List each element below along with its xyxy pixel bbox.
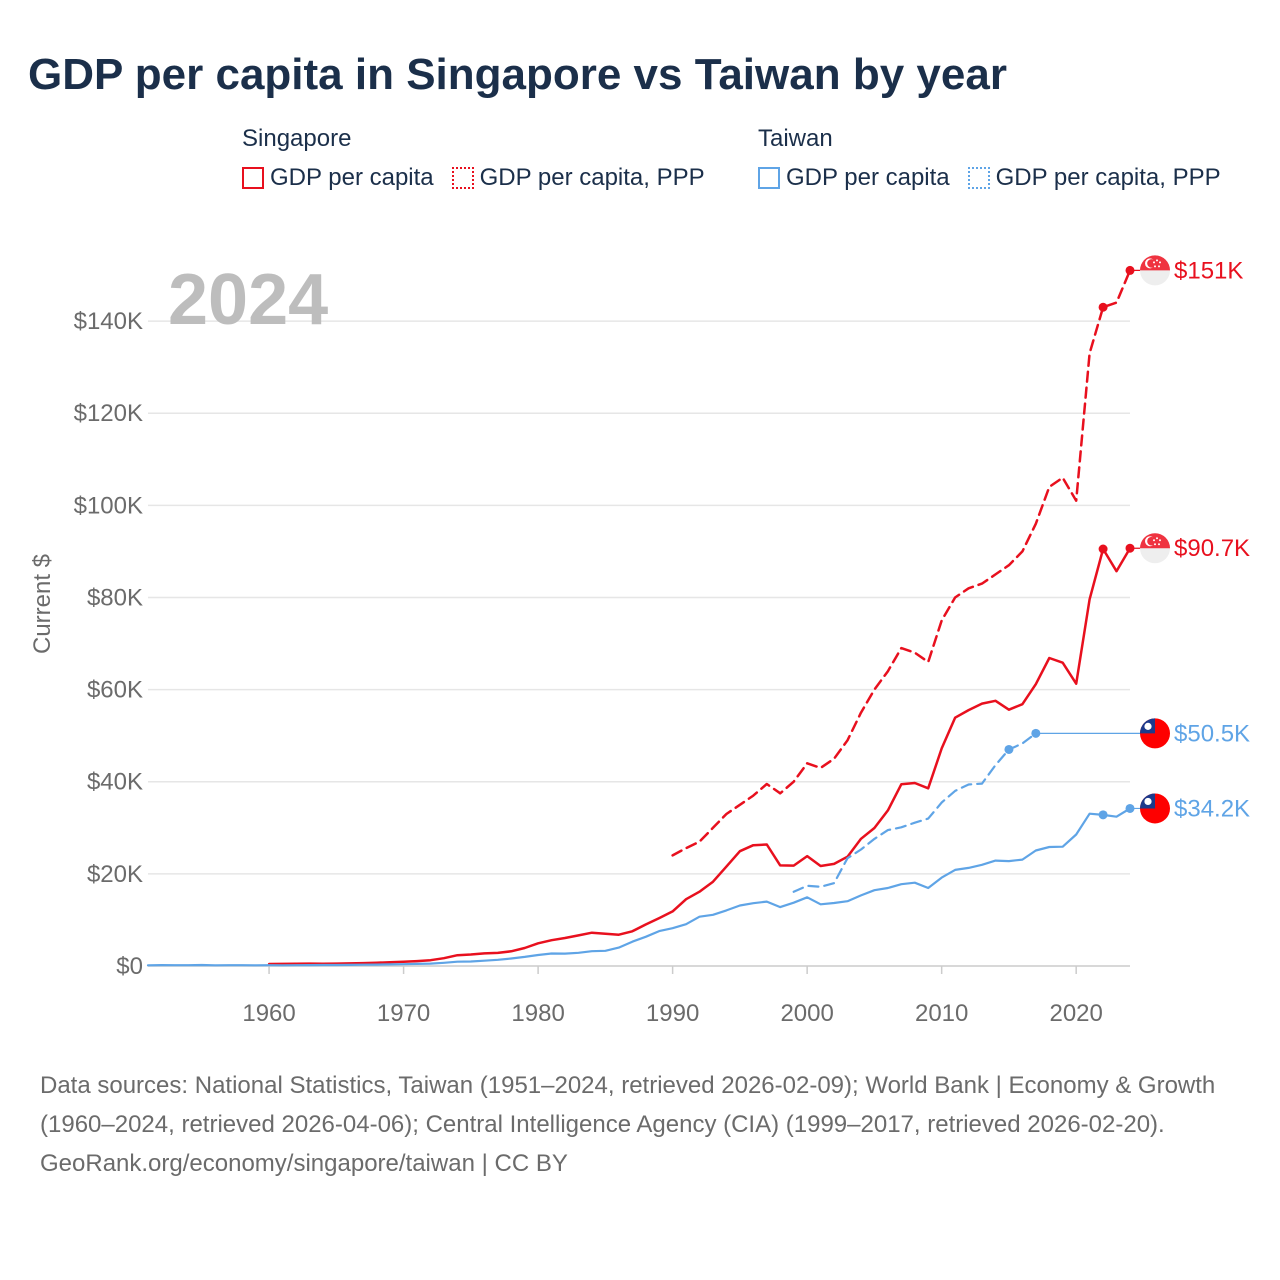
year-watermark: 2024 (168, 260, 328, 340)
legend-swatch-dotted (967, 167, 990, 189)
footer: Data sources: National Statistics, Taiwa… (40, 1066, 1240, 1183)
end-value-label: $90.7K (1174, 535, 1250, 562)
y-axis-ticks: $0 $20K $40K $60K $80K $100K $120K $140K (74, 308, 143, 980)
legend-singapore: Singapore GDP per capita GDP per capita,… (242, 122, 723, 192)
data-point[interactable] (1098, 810, 1108, 820)
legend-item-singapore-gdp[interactable]: GDP per capita (242, 164, 434, 192)
data-point[interactable] (1098, 302, 1108, 312)
end-value-label: $50.5K (1174, 720, 1250, 747)
end-value-label: $34.2K (1174, 795, 1250, 822)
legend-taiwan: Taiwan GDP per capita GDP per capita, PP… (758, 122, 1239, 192)
x-axis-ticks: 1960 1970 1980 1990 2000 2010 2020 (242, 966, 1103, 1027)
y-tick-label: $20K (87, 861, 143, 888)
legend-group-name: Singapore (242, 125, 352, 152)
series-lines (146, 269, 1132, 967)
chart-title: GDP per capita in Singapore vs Taiwan by… (28, 50, 1007, 99)
y-axis-label: Current $ (29, 554, 56, 654)
legend-item-taiwan-gdp[interactable]: GDP per capita (758, 164, 950, 192)
series-line-singapore[interactable] (267, 546, 1132, 966)
x-tick-label: 1960 (242, 1000, 295, 1027)
gridlines (148, 320, 1130, 967)
legend-swatch-dotted (451, 167, 474, 189)
data-point[interactable] (1098, 544, 1108, 554)
data-sources: Data sources: National Statistics, Taiwa… (40, 1072, 1216, 1138)
legend-label: GDP per capita (270, 164, 434, 191)
x-tick-label: 2010 (915, 1000, 968, 1027)
legend-label: GDP per capita, PPP (995, 164, 1221, 191)
series-line-taiwan[interactable] (146, 807, 1132, 967)
legend-item-singapore-gdp-ppp[interactable]: GDP per capita, PPP (451, 164, 705, 192)
legend-swatch-solid (242, 167, 264, 189)
chart-area: $0$20K$40K$60K$80K$100K$120K$140K 1960 19… (29, 255, 1250, 1027)
y-tick-label: $140K (74, 308, 143, 335)
y-tick-label: $80K (87, 584, 143, 611)
x-tick-label: 1970 (377, 1000, 430, 1027)
end-labels: $151K $90.7K $50.5K $34.2K (1004, 255, 1250, 824)
legend-group-name: Taiwan (758, 125, 833, 152)
legend-label: GDP per capita (786, 164, 950, 191)
series-line-singapore-ppp[interactable] (671, 269, 1132, 857)
series-line-taiwan-ppp[interactable] (792, 732, 1037, 893)
y-tick-label: $120K (74, 400, 143, 427)
legend-item-taiwan-gdp-ppp[interactable]: GDP per capita, PPP (967, 164, 1221, 192)
end-point[interactable] (1031, 728, 1041, 738)
y-tick-label: $60K (87, 677, 143, 704)
end-point[interactable] (1125, 803, 1135, 813)
x-tick-label: 2020 (1049, 1000, 1102, 1027)
legend-label: GDP per capita, PPP (479, 164, 705, 191)
end-point[interactable] (1125, 265, 1135, 275)
y-tick-label: $100K (74, 492, 143, 519)
taiwan-flag-icon (1140, 793, 1170, 824)
y-tick-label: $0 (116, 953, 143, 980)
x-tick-label: 2000 (780, 1000, 833, 1027)
y-tick-label: $40K (87, 769, 143, 796)
credit-link[interactable]: GeoRank.org/economy/singapore/taiwan | C… (40, 1150, 568, 1177)
taiwan-flag-icon (1140, 718, 1170, 749)
data-point[interactable] (1004, 744, 1014, 754)
end-value-label: $151K (1174, 257, 1243, 284)
end-point[interactable] (1125, 543, 1135, 553)
legend-swatch-solid (758, 167, 780, 189)
x-tick-label: 1980 (511, 1000, 564, 1027)
singapore-flag-icon (1140, 255, 1170, 286)
x-tick-label: 1990 (646, 1000, 699, 1027)
singapore-flag-icon (1140, 533, 1170, 564)
